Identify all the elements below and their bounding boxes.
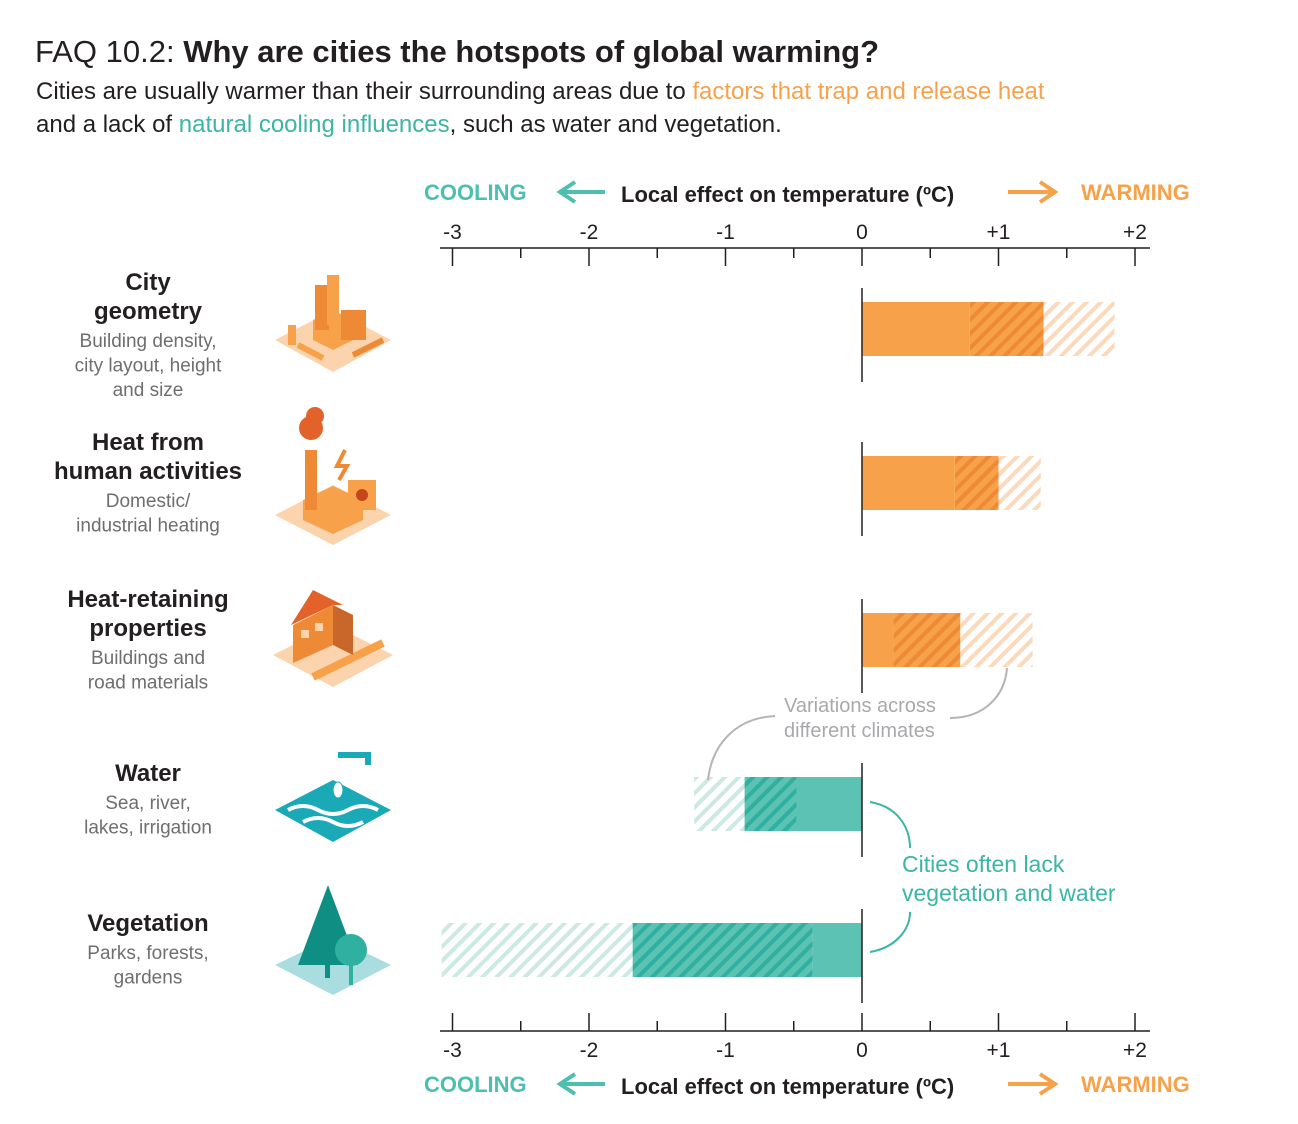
tick-label: 0 — [856, 221, 868, 244]
top-axis: -3 -2 -1 0 +1 +2 COOLING Local effect on temper… — [424, 180, 1190, 266]
bar-dark-hatch — [969, 302, 1044, 356]
bar-light-hatch — [1043, 302, 1115, 356]
bar-group — [694, 763, 863, 857]
warming-arrow-icon — [1008, 1072, 1059, 1096]
warming-label: WARMING — [1081, 180, 1190, 205]
bar-solid — [796, 777, 862, 831]
page-title: FAQ 10.2: Why are cities the hotspots of… — [35, 34, 879, 69]
bars — [441, 288, 1115, 1003]
row-description: Domestic/ — [106, 491, 191, 512]
svg-text:Cities often lack: Cities often lack — [902, 851, 1065, 877]
bar-dark-hatch — [893, 613, 961, 667]
row-title: City — [125, 269, 171, 296]
svg-text:Variations across: Variations across — [784, 695, 936, 717]
bar-light-hatch — [694, 777, 745, 831]
bar-light-hatch — [441, 923, 633, 977]
axis-title: Local effect on temperature (ºC) — [621, 1074, 954, 1099]
row-description: and size — [113, 380, 184, 401]
row-label: Vegetation Parks, forests, gardens — [87, 910, 208, 989]
row-description: road materials — [88, 673, 208, 694]
tick-label: -2 — [580, 1039, 599, 1062]
bar-solid — [862, 302, 970, 356]
cooling-label: COOLING — [424, 180, 527, 205]
row-title: geometry — [94, 298, 203, 325]
bar-group — [441, 909, 863, 1003]
row-title: Heat-retaining — [67, 586, 228, 613]
bar-light-hatch — [998, 456, 1041, 510]
bar-solid — [862, 613, 894, 667]
bar-light-hatch — [960, 613, 1033, 667]
row-title: Vegetation — [87, 910, 208, 937]
tick-label: -3 — [443, 1039, 462, 1062]
tick-label: +1 — [987, 221, 1011, 244]
bar-group — [861, 599, 1033, 693]
tick-label: +2 — [1123, 221, 1147, 244]
cooling-arrow-icon — [556, 1072, 605, 1096]
svg-text:different climates: different climates — [784, 720, 935, 742]
water-tap-icon — [275, 752, 391, 842]
warming-label: WARMING — [1081, 1072, 1190, 1097]
bar-solid — [812, 923, 862, 977]
row-description: Sea, river, — [105, 793, 191, 814]
row-description: city layout, height — [75, 356, 223, 377]
subtitle-line-2: and a lack of natural cooling influences… — [36, 111, 782, 138]
bottom-axis: -3 -2 -1 0 +1 +2 COOLING Local effect on temper… — [424, 1013, 1190, 1099]
axis-title: Local effect on temperature (ºC) — [621, 182, 954, 207]
row-title: properties — [89, 615, 206, 642]
house-road-icon — [273, 590, 393, 687]
row-title: human activities — [54, 458, 242, 485]
warming-arrow-icon — [1008, 180, 1059, 204]
bar-dark-hatch — [744, 777, 797, 831]
human-activities-icon — [275, 407, 391, 545]
row-title: Water — [115, 760, 181, 787]
bar-solid — [862, 456, 955, 510]
tick-label: -2 — [580, 221, 599, 244]
row-description: gardens — [114, 968, 183, 989]
cooling-label: COOLING — [424, 1072, 527, 1097]
svg-text:vegetation and water: vegetation and water — [902, 880, 1116, 906]
variations-annotation: Variations across different climates — [707, 667, 1008, 781]
row-description: Parks, forests, — [87, 943, 208, 964]
row-title: Heat from — [92, 429, 204, 456]
cooling-arrow-icon — [556, 180, 605, 204]
tree-icon — [275, 885, 391, 995]
tick-label: -3 — [443, 221, 462, 244]
tick-label: 0 — [856, 1039, 868, 1062]
row-label: Water Sea, river, lakes, irrigation — [84, 760, 212, 839]
tick-label: -1 — [716, 221, 735, 244]
tick-label: +1 — [987, 1039, 1011, 1062]
bar-group — [861, 288, 1115, 382]
tick-label: -1 — [716, 1039, 735, 1062]
tick-label: +2 — [1123, 1039, 1147, 1062]
subtitle-line-1: Cities are usually warmer than their sur… — [36, 78, 1045, 105]
bar-dark-hatch — [632, 923, 813, 977]
city-geometry-icon — [275, 275, 391, 372]
row-description: Buildings and — [91, 648, 205, 669]
bar-group — [861, 442, 1041, 536]
row-description: industrial heating — [76, 516, 220, 537]
row-description: lakes, irrigation — [84, 818, 212, 839]
lack-annotation: Cities often lack vegetation and water — [869, 801, 1116, 953]
bar-dark-hatch — [954, 456, 999, 510]
row-description: Building density, — [80, 331, 217, 352]
